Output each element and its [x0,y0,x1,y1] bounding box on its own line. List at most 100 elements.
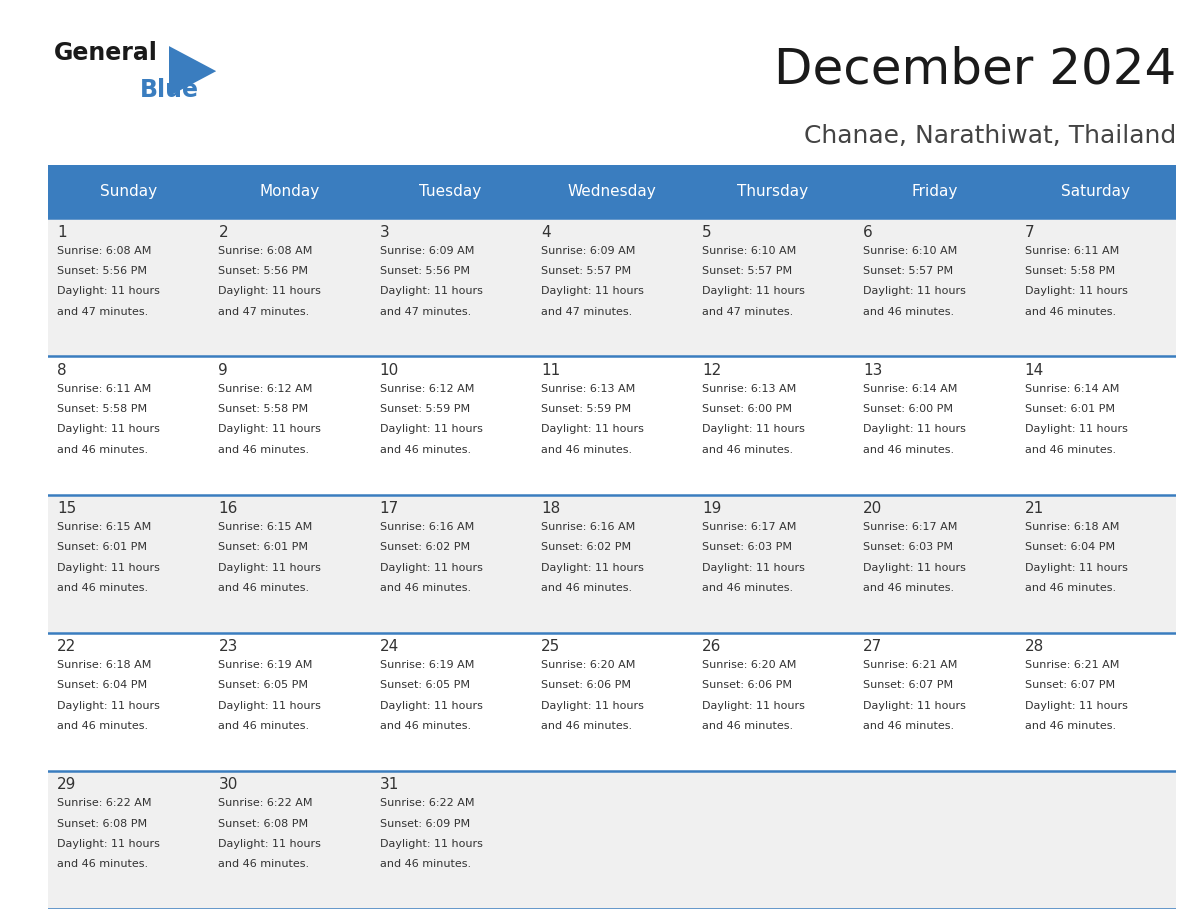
FancyBboxPatch shape [693,356,854,495]
Text: Sunrise: 6:13 AM: Sunrise: 6:13 AM [541,384,636,394]
Text: Friday: Friday [911,185,958,199]
Text: 5: 5 [702,225,712,240]
Text: Sunrise: 6:20 AM: Sunrise: 6:20 AM [541,660,636,670]
Text: 8: 8 [57,363,67,378]
Text: Sunrise: 6:12 AM: Sunrise: 6:12 AM [219,384,312,394]
Text: 22: 22 [57,639,76,654]
Text: 20: 20 [864,501,883,516]
Text: Sunset: 6:09 PM: Sunset: 6:09 PM [380,819,469,829]
Text: Daylight: 11 hours: Daylight: 11 hours [541,563,644,573]
Text: Sunset: 6:01 PM: Sunset: 6:01 PM [1024,404,1114,414]
Text: Sunrise: 6:08 AM: Sunrise: 6:08 AM [57,246,152,256]
Text: Sunset: 6:01 PM: Sunset: 6:01 PM [219,543,309,553]
FancyBboxPatch shape [209,495,369,633]
Text: and 46 minutes.: and 46 minutes. [864,444,954,454]
Text: Sunset: 6:02 PM: Sunset: 6:02 PM [380,543,469,553]
Text: Sunrise: 6:18 AM: Sunrise: 6:18 AM [57,660,152,670]
Text: December 2024: December 2024 [773,46,1176,94]
Text: Sunrise: 6:10 AM: Sunrise: 6:10 AM [702,246,796,256]
Text: Sunset: 6:06 PM: Sunset: 6:06 PM [541,680,631,690]
FancyBboxPatch shape [209,218,369,356]
Text: 17: 17 [380,501,399,516]
FancyBboxPatch shape [693,165,854,218]
FancyBboxPatch shape [48,495,209,633]
FancyBboxPatch shape [854,495,1015,633]
Text: Sunset: 6:02 PM: Sunset: 6:02 PM [541,543,631,553]
Text: 7: 7 [1024,225,1035,240]
Text: Sunrise: 6:12 AM: Sunrise: 6:12 AM [380,384,474,394]
Text: and 46 minutes.: and 46 minutes. [864,721,954,731]
Text: Sunset: 6:05 PM: Sunset: 6:05 PM [380,680,469,690]
Text: Daylight: 11 hours: Daylight: 11 hours [219,839,321,849]
Text: and 46 minutes.: and 46 minutes. [541,444,632,454]
Text: Sunset: 6:04 PM: Sunset: 6:04 PM [57,680,147,690]
Text: and 46 minutes.: and 46 minutes. [702,721,794,731]
Text: Sunrise: 6:10 AM: Sunrise: 6:10 AM [864,246,958,256]
FancyBboxPatch shape [369,495,531,633]
Text: Sunday: Sunday [100,185,157,199]
Text: and 46 minutes.: and 46 minutes. [864,307,954,317]
Text: 28: 28 [1024,639,1044,654]
Text: and 46 minutes.: and 46 minutes. [380,444,470,454]
Text: Sunrise: 6:19 AM: Sunrise: 6:19 AM [380,660,474,670]
Text: Sunset: 5:56 PM: Sunset: 5:56 PM [57,266,147,276]
Text: 15: 15 [57,501,76,516]
Text: and 46 minutes.: and 46 minutes. [380,859,470,869]
Text: and 46 minutes.: and 46 minutes. [380,721,470,731]
Text: Daylight: 11 hours: Daylight: 11 hours [219,424,321,434]
Text: and 46 minutes.: and 46 minutes. [219,721,310,731]
Text: Sunset: 5:58 PM: Sunset: 5:58 PM [1024,266,1114,276]
Text: Sunset: 6:05 PM: Sunset: 6:05 PM [219,680,309,690]
Text: Saturday: Saturday [1061,185,1130,199]
FancyBboxPatch shape [1015,356,1176,495]
Text: 12: 12 [702,363,721,378]
FancyBboxPatch shape [1015,165,1176,218]
Text: and 46 minutes.: and 46 minutes. [1024,583,1116,593]
Text: Daylight: 11 hours: Daylight: 11 hours [1024,700,1127,711]
Text: Sunset: 5:57 PM: Sunset: 5:57 PM [864,266,954,276]
FancyBboxPatch shape [1015,495,1176,633]
Text: Sunset: 5:57 PM: Sunset: 5:57 PM [541,266,631,276]
Text: Sunrise: 6:15 AM: Sunrise: 6:15 AM [57,522,151,532]
Text: 16: 16 [219,501,238,516]
Text: and 46 minutes.: and 46 minutes. [541,583,632,593]
Text: and 46 minutes.: and 46 minutes. [219,444,310,454]
Text: 4: 4 [541,225,550,240]
FancyBboxPatch shape [531,633,693,771]
Text: Daylight: 11 hours: Daylight: 11 hours [57,563,160,573]
Text: 13: 13 [864,363,883,378]
FancyBboxPatch shape [369,165,531,218]
FancyBboxPatch shape [693,633,854,771]
FancyBboxPatch shape [48,771,209,909]
Text: Sunset: 5:56 PM: Sunset: 5:56 PM [219,266,309,276]
Text: 27: 27 [864,639,883,654]
Text: and 46 minutes.: and 46 minutes. [1024,307,1116,317]
Text: Sunset: 5:56 PM: Sunset: 5:56 PM [380,266,469,276]
Text: Sunrise: 6:11 AM: Sunrise: 6:11 AM [1024,246,1119,256]
FancyBboxPatch shape [209,165,369,218]
Text: 21: 21 [1024,501,1044,516]
Text: Tuesday: Tuesday [419,185,481,199]
Polygon shape [169,46,216,96]
Text: 3: 3 [380,225,390,240]
Text: 23: 23 [219,639,238,654]
Text: 26: 26 [702,639,721,654]
FancyBboxPatch shape [369,356,531,495]
Text: 2: 2 [219,225,228,240]
Text: Sunset: 5:58 PM: Sunset: 5:58 PM [219,404,309,414]
FancyBboxPatch shape [369,218,531,356]
Text: Sunset: 6:08 PM: Sunset: 6:08 PM [219,819,309,829]
Text: and 46 minutes.: and 46 minutes. [219,583,310,593]
FancyBboxPatch shape [209,633,369,771]
Text: Sunset: 6:07 PM: Sunset: 6:07 PM [864,680,954,690]
Text: 11: 11 [541,363,560,378]
FancyBboxPatch shape [531,218,693,356]
FancyBboxPatch shape [693,495,854,633]
Text: Sunrise: 6:19 AM: Sunrise: 6:19 AM [219,660,312,670]
Text: and 46 minutes.: and 46 minutes. [57,583,148,593]
Text: Daylight: 11 hours: Daylight: 11 hours [541,424,644,434]
Text: Daylight: 11 hours: Daylight: 11 hours [1024,424,1127,434]
Text: Daylight: 11 hours: Daylight: 11 hours [702,286,805,297]
Text: Daylight: 11 hours: Daylight: 11 hours [57,424,160,434]
FancyBboxPatch shape [854,356,1015,495]
